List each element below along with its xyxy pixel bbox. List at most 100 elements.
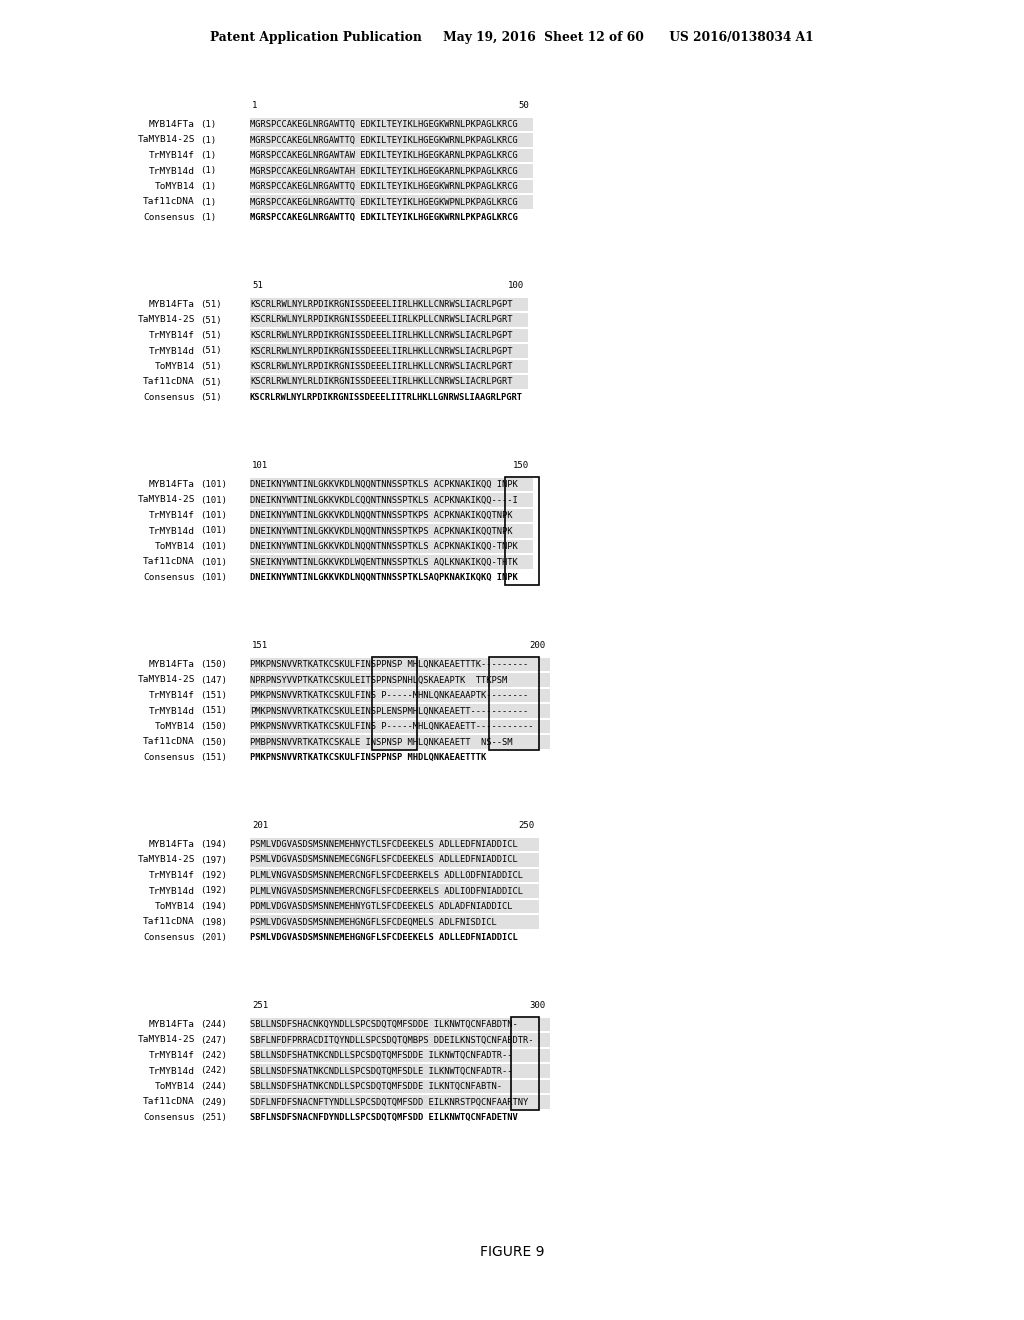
Bar (505, 477, 539, 585)
Text: TrMYB14d: TrMYB14d (150, 887, 195, 895)
Bar (250, 313, 527, 327)
Text: PMBPNSNVVRTKATKCSKALE INSPNSP MHLQNKAEAETT  NS--SM: PMBPNSNVVRTKATKCSKALE INSPNSP MHLQNKAEAE… (250, 738, 512, 747)
Text: TrMYB14f: TrMYB14f (150, 871, 195, 880)
Text: ToMYB14: ToMYB14 (155, 182, 195, 191)
Text: PDMLVDGVASDSMSNNEMEHNYGTLSFCDEEKELS ADLADFNIADDICL: PDMLVDGVASDSMSNNEMEHNYGTLSFCDEEKELS ADLA… (250, 902, 512, 911)
Text: DNEIKNYWNTINLGKKVKDLNQQNTNNSSPTKLSAQPKNAKIKQKQ INPK: DNEIKNYWNTINLGKKVKDLNQQNTNNSSPTKLSAQPKNA… (250, 573, 518, 582)
Text: (1): (1) (200, 166, 216, 176)
Bar (250, 869, 539, 882)
Text: MYB14FTa: MYB14FTa (150, 300, 195, 309)
Text: (1): (1) (200, 182, 216, 191)
Bar (250, 329, 527, 342)
Text: (51): (51) (200, 315, 221, 325)
Bar (250, 735, 550, 748)
Text: (151): (151) (200, 752, 227, 762)
Text: (150): (150) (200, 722, 227, 731)
Text: KSCRLRWLNYLRPDIKRGNISSDEEELIIRLHKLLCNRWSLIACRLPGPT: KSCRLRWLNYLRPDIKRGNISSDEEELIIRLHKLLCNRWS… (250, 300, 512, 309)
Text: MGRSPCCAKEGLNRGAWTTQ EDKILTEYIKLHGEGKWRNLPKPAGLKRCG: MGRSPCCAKEGLNRGAWTTQ EDKILTEYIKLHGEGKWRN… (250, 182, 518, 191)
Text: DNEIKNYWNTINLGKKVKDLNQQNTNNSSPTKPS ACPKNAKIKQQTNPK: DNEIKNYWNTINLGKKVKDLNQQNTNNSSPTKPS ACPKN… (250, 511, 512, 520)
Bar (250, 375, 527, 389)
Text: (147): (147) (200, 676, 227, 685)
Text: Consensus: Consensus (143, 933, 195, 942)
Bar (250, 1080, 550, 1093)
Text: TrMYB14f: TrMYB14f (150, 1051, 195, 1060)
Text: SBLLNSDFSHATNKCNDLLSPCSDQTQMFSDDE ILKNTQCNFABTN-: SBLLNSDFSHATNKCNDLLSPCSDQTQMFSDDE ILKNTQ… (250, 1082, 502, 1092)
Bar (250, 1096, 550, 1109)
Bar (250, 915, 539, 929)
Bar (250, 1048, 550, 1063)
Text: (244): (244) (200, 1082, 227, 1092)
Text: TaMYB14-2S: TaMYB14-2S (137, 495, 195, 504)
Text: (51): (51) (200, 300, 221, 309)
Text: PSMLVDGVASDSMSNNEMEHGNGFLSFCDEEKELS ADLLEDFNIADDICL: PSMLVDGVASDSMSNNEMEHGNGFLSFCDEEKELS ADLL… (250, 933, 518, 942)
Bar (250, 884, 539, 898)
Text: (242): (242) (200, 1051, 227, 1060)
Bar (250, 180, 534, 193)
Text: Taf11cDNA: Taf11cDNA (143, 1097, 195, 1106)
Text: (101): (101) (200, 480, 227, 488)
Bar (372, 657, 417, 750)
Text: (192): (192) (200, 871, 227, 880)
Text: TrMYB14f: TrMYB14f (150, 690, 195, 700)
Text: (192): (192) (200, 887, 227, 895)
Text: (1): (1) (200, 120, 216, 129)
Text: (101): (101) (200, 557, 227, 566)
Text: 50: 50 (518, 100, 529, 110)
Text: (101): (101) (200, 495, 227, 504)
Text: DNEIKNYWNTINLGKKVKDLNQQNTNNSSPTKPS ACPKNAKIKQQTNPK: DNEIKNYWNTINLGKKVKDLNQQNTNNSSPTKPS ACPKN… (250, 527, 512, 536)
Text: (242): (242) (200, 1067, 227, 1076)
Text: (101): (101) (200, 511, 227, 520)
Text: 201: 201 (252, 821, 268, 829)
Text: ToMYB14: ToMYB14 (155, 902, 195, 911)
Text: Consensus: Consensus (143, 213, 195, 222)
Bar (250, 345, 527, 358)
Text: 300: 300 (529, 1001, 546, 1010)
Text: ToMYB14: ToMYB14 (155, 722, 195, 731)
Text: TaMYB14-2S: TaMYB14-2S (137, 855, 195, 865)
Text: MYB14FTa: MYB14FTa (150, 660, 195, 669)
Text: TaMYB14-2S: TaMYB14-2S (137, 315, 195, 325)
Bar (250, 838, 539, 851)
Text: MYB14FTa: MYB14FTa (150, 1020, 195, 1030)
Text: (1): (1) (200, 150, 216, 160)
Text: DNEIKNYWNTINLGKKVKDLCQQNTNNSSPTKLS ACPKNAKIKQQ----I: DNEIKNYWNTINLGKKVKDLCQQNTNNSSPTKLS ACPKN… (250, 495, 518, 504)
Text: Taf11cDNA: Taf11cDNA (143, 198, 195, 206)
Text: 151: 151 (252, 640, 268, 649)
Text: ToMYB14: ToMYB14 (155, 543, 195, 550)
Text: NPRPNSYVVPTKATKCSKULEITSPPNSPNHLQSKAEAPTK  TTKPSM: NPRPNSYVVPTKATKCSKULEITSPPNSPNHLQSKAEAPT… (250, 676, 507, 685)
Text: (51): (51) (200, 362, 221, 371)
Text: TaMYB14-2S: TaMYB14-2S (137, 136, 195, 144)
Text: DNEIKNYWNTINLGKKVKDLNQQNTNNSSPTKLS ACPKNAKIKQQ-TNPK: DNEIKNYWNTINLGKKVKDLNQQNTNNSSPTKLS ACPKN… (250, 543, 518, 550)
Bar (250, 1034, 550, 1047)
Text: (101): (101) (200, 527, 227, 536)
Bar (250, 1064, 550, 1078)
Text: PMKPNSNVVRTKATKCSKULEINSPLENSPMHLQNKAEAETT-----------: PMKPNSNVVRTKATKCSKULEINSPLENSPMHLQNKAEAE… (250, 706, 528, 715)
Text: PMKPNSNVVRTKATKCSKULFINSPPNSP MHDLQNKAEAETTTK: PMKPNSNVVRTKATKCSKULFINSPPNSP MHDLQNKAEA… (250, 752, 486, 762)
Text: (249): (249) (200, 1097, 227, 1106)
Text: Consensus: Consensus (143, 752, 195, 762)
Text: PSMLVDGVASDSMSNNEMEHNYCTLSFCDEEKELS ADLLEDFNIADDICL: PSMLVDGVASDSMSNNEMEHNYCTLSFCDEEKELS ADLL… (250, 840, 518, 849)
Text: MYB14FTa: MYB14FTa (150, 120, 195, 129)
Text: MGRSPCCAKEGLNRGAWTTQ EDKILTEYIKLHGEGKWRNLPKPAGLKRCG: MGRSPCCAKEGLNRGAWTTQ EDKILTEYIKLHGEGKWRN… (250, 213, 518, 222)
Text: PSMLVDGVASDSMSNNEMECGNGFLSFCDEEKELS ADLLEDFNIADDICL: PSMLVDGVASDSMSNNEMECGNGFLSFCDEEKELS ADLL… (250, 855, 518, 865)
Bar (250, 133, 534, 147)
Text: MGRSPCCAKEGLNRGAWTAW EDKILTEYIKLHGEGKARNLPKPAGLKRCG: MGRSPCCAKEGLNRGAWTAW EDKILTEYIKLHGEGKARN… (250, 150, 518, 160)
Text: (197): (197) (200, 855, 227, 865)
Text: TrMYB14f: TrMYB14f (150, 331, 195, 341)
Bar (250, 164, 534, 178)
Bar (250, 556, 534, 569)
Text: 1: 1 (252, 100, 257, 110)
Text: Consensus: Consensus (143, 573, 195, 582)
Text: MGRSPCCAKEGLNRGAWTTQ EDKILTEYIKLHGEGKWRNLPKPAGLKRCG: MGRSPCCAKEGLNRGAWTTQ EDKILTEYIKLHGEGKWRN… (250, 120, 518, 129)
Text: (194): (194) (200, 840, 227, 849)
Bar (250, 900, 539, 913)
Text: SBFLNFDFPRRACDITQYNDLLSPCSDQTQMBPS DDEILKNSTQCNFABDTR-: SBFLNFDFPRRACDITQYNDLLSPCSDQTQMBPS DDEIL… (250, 1035, 534, 1044)
Text: KSCRLRWLNYLRPDIKRGNISSDEEELIITRLHKLLGNRWSLIAAGRLPGRT: KSCRLRWLNYLRPDIKRGNISSDEEELIITRLHKLLGNRW… (250, 393, 523, 403)
Text: TrMYB14d: TrMYB14d (150, 1067, 195, 1076)
Text: (1): (1) (200, 136, 216, 144)
Text: MGRSPCCAKEGLNRGAWTAH EDKILTEYIKLHGEGKARNLPKPAGLKRCG: MGRSPCCAKEGLNRGAWTAH EDKILTEYIKLHGEGKARN… (250, 166, 518, 176)
Text: PLMLVNGVASDSMSNNEMERCNGFLSFCDEERKELS ADLIODFNIADDICL: PLMLVNGVASDSMSNNEMERCNGFLSFCDEERKELS ADL… (250, 887, 523, 895)
Bar (250, 149, 534, 162)
Bar (250, 689, 550, 702)
Text: (247): (247) (200, 1035, 227, 1044)
